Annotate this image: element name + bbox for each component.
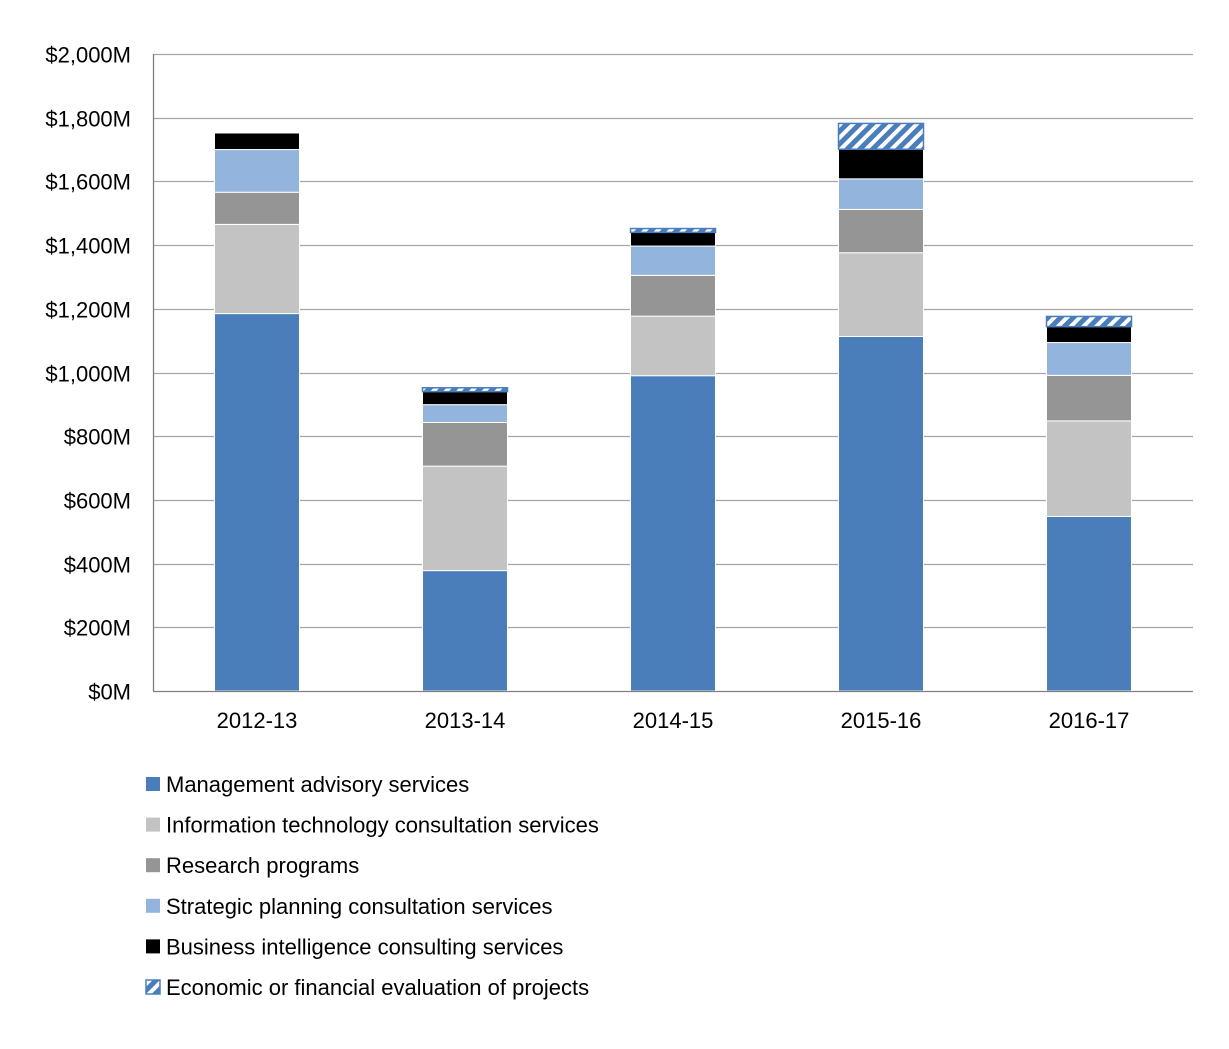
bar-segment (630, 315, 716, 377)
bar-segment (630, 231, 716, 247)
bar-segment (1046, 342, 1132, 376)
bar-segment (214, 149, 300, 193)
bar-segment (422, 465, 508, 572)
legend-label: Information technology consultation serv… (166, 813, 599, 838)
bar-segment (421, 387, 509, 393)
legend-swatch (146, 777, 160, 791)
x-tick-label: 2013-14 (425, 708, 506, 733)
x-tick-label: 2014-15 (633, 708, 714, 733)
axes (152, 54, 1193, 693)
x-tick-label: 2015-16 (841, 708, 922, 733)
legend-label: Research programs (166, 853, 359, 878)
bar-segment (838, 148, 924, 180)
y-axis-tick-labels: $0M $200M $400M $600M $800M $1,000M $1,200M $1,… (45, 43, 131, 705)
legend-label: Economic or financial evaluation of proj… (166, 975, 589, 1000)
bar-segment (1046, 420, 1132, 517)
bar-segment (422, 422, 508, 467)
bar-segment (838, 178, 924, 210)
bar-segment (838, 336, 924, 692)
bar-segment (1046, 326, 1132, 344)
y-tick-label: $1,000M (45, 362, 131, 387)
legend: Management advisory services Information … (145, 772, 599, 1000)
y-tick-label: $1,200M (45, 298, 131, 323)
bar-segment (1046, 515, 1132, 692)
bar-segment (837, 122, 925, 150)
legend-swatch (146, 939, 160, 954)
y-tick-label: $200M (64, 616, 131, 641)
legend-swatch (146, 817, 160, 832)
bar-segment (629, 227, 717, 234)
legend-swatch (146, 858, 160, 873)
legend-label: Business intelligence consulting service… (166, 934, 563, 959)
bar-segment (214, 223, 300, 315)
y-tick-label: $2,000M (45, 43, 131, 68)
bar-segment (422, 404, 508, 424)
bar-segment (838, 208, 924, 254)
y-tick-label: $1,800M (45, 107, 131, 132)
legend-label: Management advisory services (166, 772, 469, 797)
legend-label: Strategic planning consultation services (166, 894, 552, 919)
bar-segment (1046, 374, 1132, 422)
y-tick-label: $1,600M (45, 170, 131, 195)
bars (214, 122, 1133, 692)
y-tick-label: $1,400M (45, 234, 131, 259)
y-tick-label: $400M (64, 553, 131, 578)
bar-segment (630, 375, 716, 692)
x-tick-label: 2016-17 (1049, 708, 1130, 733)
bar-segment (422, 570, 508, 692)
bar-segment (422, 391, 508, 406)
x-tick-label: 2012-13 (217, 708, 298, 733)
legend-swatch (145, 979, 161, 995)
bar-segment (214, 132, 300, 151)
y-tick-label: $600M (64, 489, 131, 514)
bar-segment (1045, 315, 1133, 328)
x-axis-tick-labels: 2012-13 2013-14 2014-15 2015-16 2016-17 (217, 708, 1130, 733)
legend-swatch (146, 898, 160, 913)
y-tick-label: $800M (64, 425, 131, 450)
bar-segment (214, 191, 300, 225)
y-tick-label: $0M (88, 680, 131, 705)
bar-segment (630, 245, 716, 276)
bar-segment (630, 274, 716, 317)
bar-segment (214, 313, 300, 692)
bar-segment (838, 252, 924, 338)
